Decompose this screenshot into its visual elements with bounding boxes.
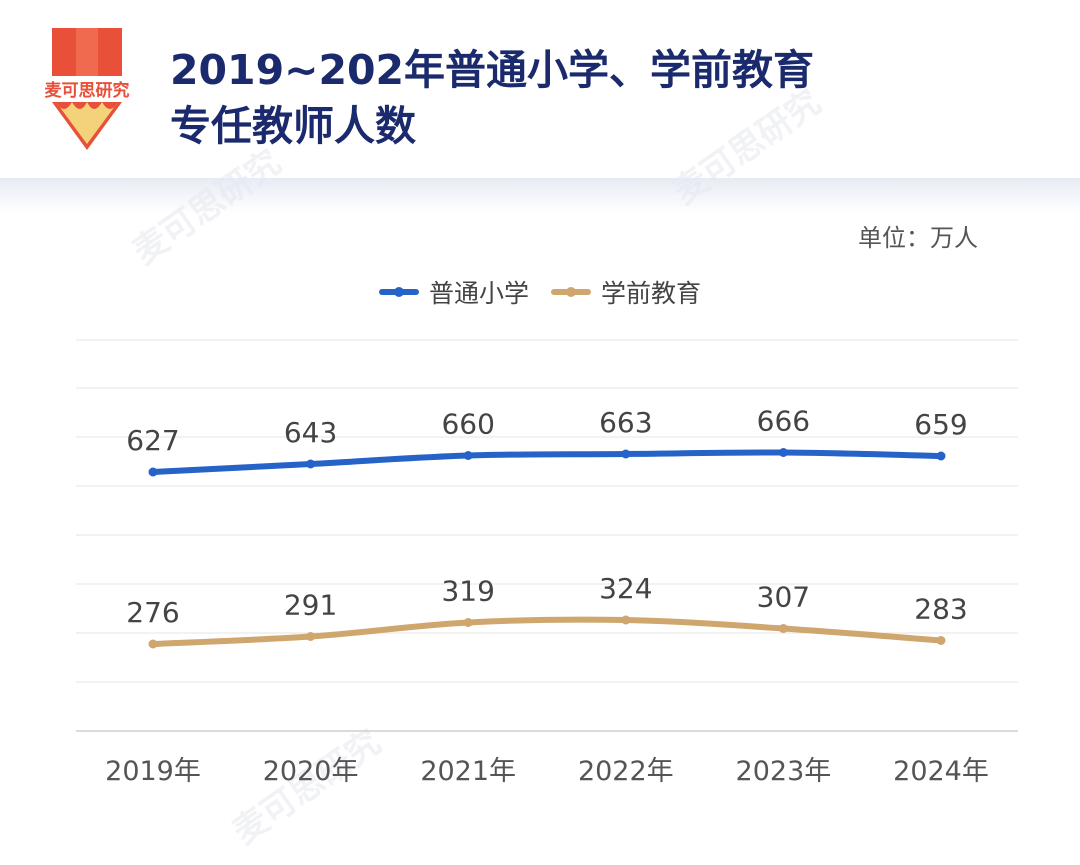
data-point-series-1 <box>621 449 631 459</box>
data-point-series-2 <box>621 615 631 625</box>
data-point-series-1 <box>778 448 788 457</box>
header-divider-band <box>0 178 1080 214</box>
page-title: 2019~202年普通小学、学前教育 专任教师人数 <box>170 42 814 154</box>
x-tick-label: 2023年 <box>736 756 832 787</box>
x-tick-label: 2021年 <box>420 756 516 787</box>
unit-label: 单位：万人 <box>858 224 978 252</box>
title-line-1: 2019~202年普通小学、学前教育 <box>170 46 815 94</box>
x-tick-label: 2022年 <box>578 756 674 787</box>
data-label-series-1: 666 <box>757 405 810 438</box>
data-point-series-1 <box>306 459 316 469</box>
data-label-series-1: 627 <box>126 424 179 457</box>
title-line-2: 专任教师人数 <box>170 102 416 150</box>
data-point-series-1 <box>463 451 473 460</box>
data-point-series-1 <box>148 467 158 477</box>
data-label-series-2: 307 <box>757 581 810 614</box>
data-point-series-2 <box>148 639 158 649</box>
chart-legend: 普通小学 学前教育 <box>0 274 1080 310</box>
legend-label-series-1: 普通小学 <box>428 279 529 308</box>
data-point-series-1 <box>936 451 946 461</box>
data-label-series-1: 663 <box>599 406 652 439</box>
data-label-series-2: 319 <box>441 575 494 608</box>
data-point-series-2 <box>306 632 316 641</box>
data-label-series-1: 659 <box>914 408 967 441</box>
legend-item-series-1: 普通小学 <box>378 274 529 310</box>
legend-label-series-2: 学前教育 <box>601 279 702 308</box>
data-label-series-1: 643 <box>284 416 337 449</box>
legend-swatch-series-2 <box>551 287 591 297</box>
data-point-series-2 <box>463 618 473 627</box>
x-tick-label: 2024年 <box>893 756 989 787</box>
brand-name: 麦可思研究 <box>45 80 130 101</box>
data-label-series-1: 660 <box>441 408 494 441</box>
brand-logo: 麦可思研究 <box>32 28 142 150</box>
data-label-series-2: 283 <box>914 593 967 626</box>
x-tick-label: 2020年 <box>263 756 359 787</box>
data-point-series-2 <box>778 624 788 633</box>
series-line-1 <box>150 449 944 475</box>
series-line-2 <box>150 616 944 647</box>
data-label-series-2: 276 <box>126 596 179 629</box>
data-point-series-2 <box>936 636 946 645</box>
data-label-series-2: 324 <box>599 572 652 605</box>
x-tick-label: 2019年 <box>105 756 201 787</box>
data-label-series-2: 291 <box>284 589 337 622</box>
legend-item-series-2: 学前教育 <box>551 274 701 310</box>
legend-swatch-series-1 <box>378 287 419 297</box>
